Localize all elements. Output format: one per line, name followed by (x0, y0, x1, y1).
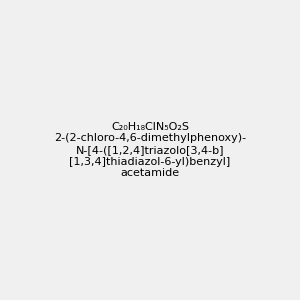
Text: C₂₀H₁₈ClN₅O₂S
2-(2-chloro-4,6-dimethylphenoxy)-
N-[4-([1,2,4]triazolo[3,4-b]
[1,: C₂₀H₁₈ClN₅O₂S 2-(2-chloro-4,6-dimethylph… (54, 122, 246, 178)
